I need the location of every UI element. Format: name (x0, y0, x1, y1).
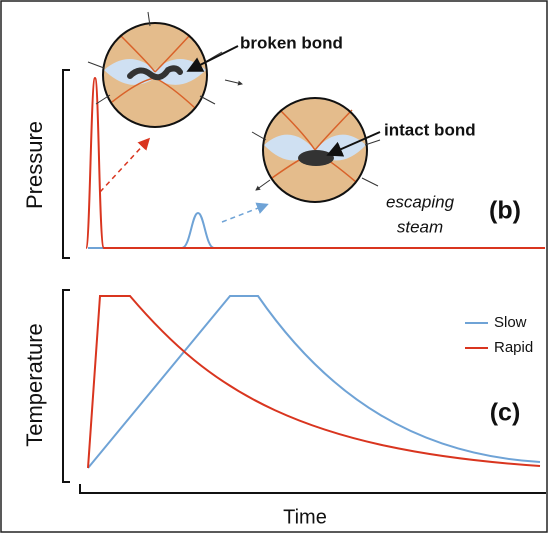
annotation: escaping (386, 192, 455, 211)
legend-label: Rapid (494, 339, 533, 356)
y-label: Temperature (22, 323, 47, 447)
arrow (186, 45, 239, 72)
grain-intact (252, 97, 381, 203)
y-label: Pressure (22, 121, 47, 209)
grain-broken (87, 11, 242, 128)
annotation: steam (397, 217, 443, 236)
slow-curve (88, 211, 240, 249)
annotation: intact bond (384, 120, 476, 139)
legend-label: Slow (494, 314, 527, 331)
x-label: Time (283, 506, 327, 528)
y-bracket (62, 69, 70, 259)
annotation: broken bond (240, 33, 343, 52)
panel-label: (c) (490, 399, 521, 427)
slow-curve (87, 295, 541, 469)
rapid-curve (85, 76, 545, 249)
arrow (221, 202, 269, 223)
panel-label: (b) (489, 197, 521, 225)
arrow (99, 137, 151, 193)
arrow (326, 131, 381, 157)
x-axis (79, 484, 546, 494)
y-bracket (62, 289, 70, 483)
rapid-curve (87, 295, 541, 469)
